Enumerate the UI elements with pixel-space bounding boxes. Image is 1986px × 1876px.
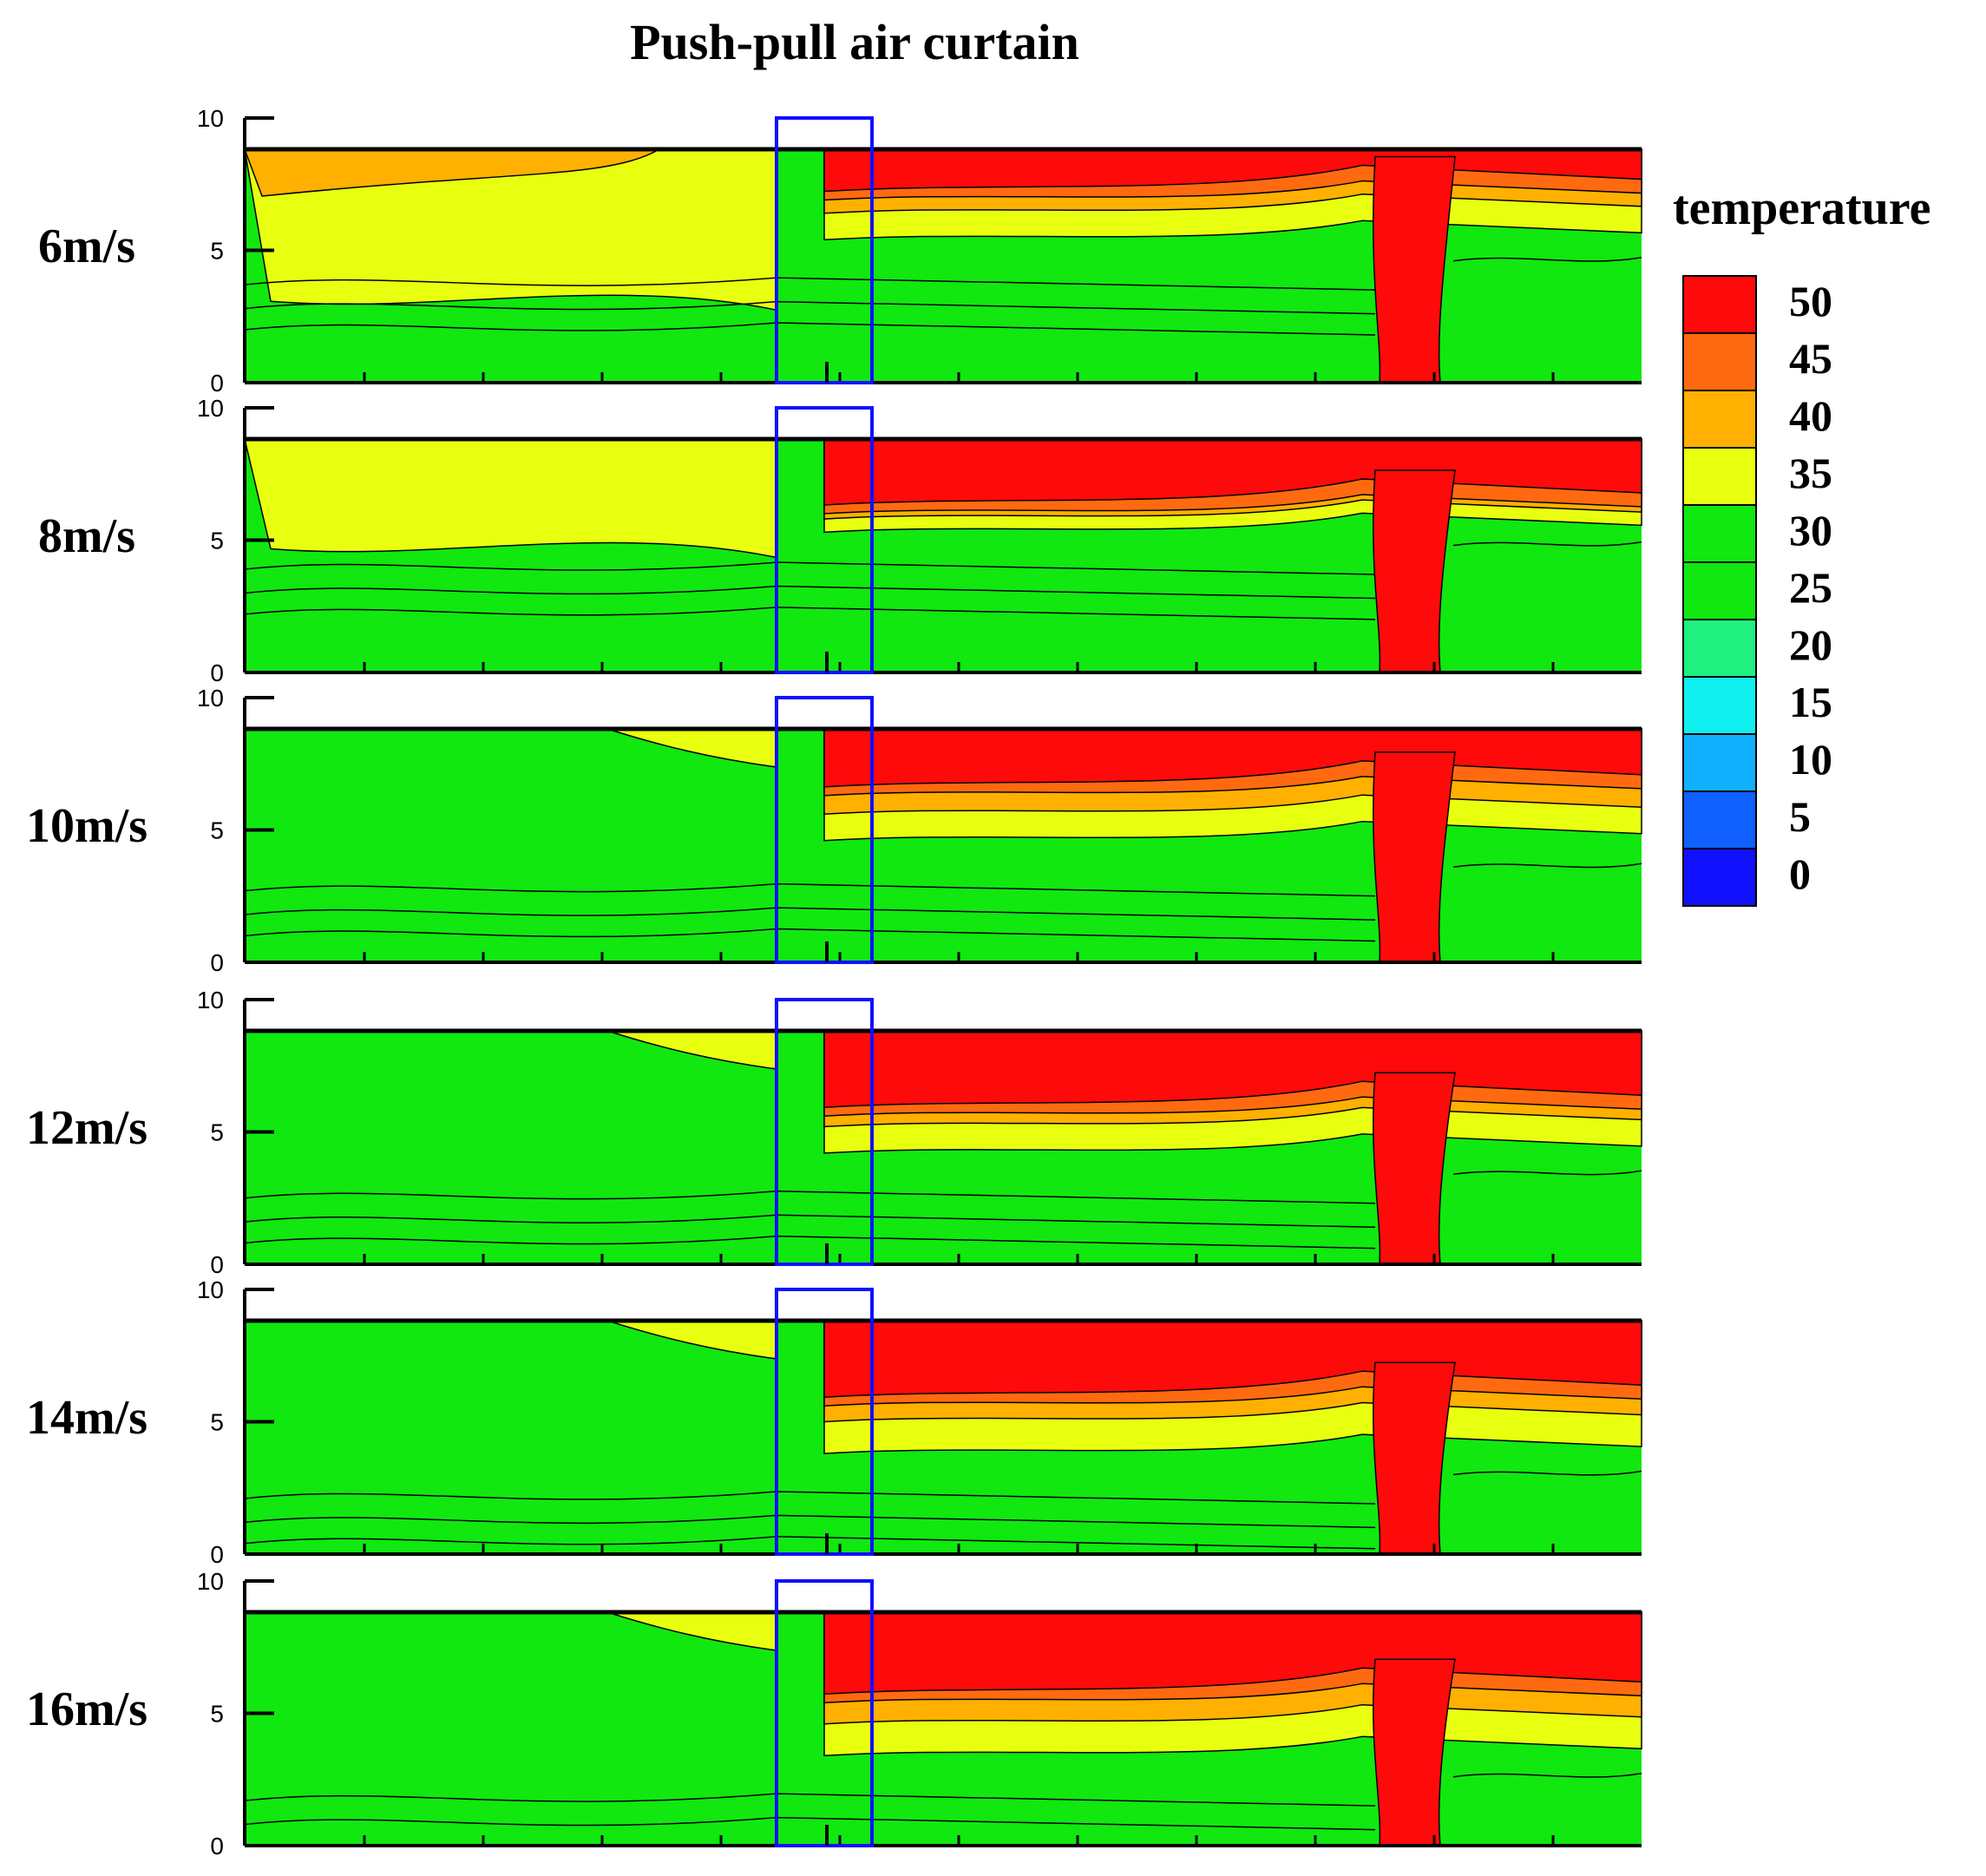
y-tick-label: 5 [210,1701,224,1728]
contour-line [244,277,1376,291]
red-region [823,1030,1642,1108]
left-yellow-patch [606,1320,777,1360]
colorbar-swatch [1682,790,1757,849]
y-tick-label: 0 [210,370,224,397]
panel: 0 5 10 16m/s [26,1568,1642,1860]
colorbar-label: 45 [1789,334,1832,383]
left-yellow-patch [606,1611,777,1651]
curtain-box [775,116,874,384]
speed-label: 16m/s [26,1682,147,1736]
y-tick-label: 0 [210,949,224,976]
contour-line [1452,256,1642,262]
y-tick-label: 10 [197,395,224,422]
contour-line [244,907,1376,921]
y-tick-label: 0 [210,1541,224,1568]
contour-line [244,1214,1376,1228]
panel: 0 5 10 8m/s [38,395,1642,686]
colorbar-swatch [1682,561,1757,620]
y-tick-label: 5 [210,238,224,265]
contour-line [244,1190,1376,1204]
panel: 0 5 10 6m/s [38,105,1642,397]
colorbar-label: 20 [1789,620,1832,669]
colorbar-label: 30 [1789,506,1832,554]
speed-label: 12m/s [26,1101,147,1155]
colorbar-label: 15 [1789,678,1832,726]
speed-label: 14m/s [26,1391,147,1445]
colorbar-swatch [1682,275,1757,334]
y-tick-label: 10 [197,685,224,712]
colorbar-label: 50 [1789,277,1832,325]
y-tick-label: 0 [210,1251,224,1278]
colorbar-label: 25 [1789,563,1832,612]
left-orange-patch [243,148,662,197]
contour-line [244,585,1376,600]
y-tick-label: 10 [197,1276,224,1303]
colorbar-swatch [1682,848,1757,907]
colorbar-swatch [1682,733,1757,792]
panel: 0 5 10 14m/s [26,1276,1642,1568]
contour-line [1452,1772,1642,1778]
colorbar-label: 5 [1789,792,1811,841]
colorbar-swatch [1682,447,1757,506]
y-tick-label: 0 [210,1833,224,1860]
panel: 0 5 10 12m/s [26,987,1642,1278]
colorbar-swatch [1682,504,1757,563]
curtain-box [775,406,874,674]
contour-line [244,300,1376,315]
colorbar-label: 0 [1789,849,1811,898]
y-tick-label: 5 [210,817,224,844]
contour-line [1452,863,1642,869]
red-region [823,438,1642,506]
speed-label: 8m/s [38,509,135,563]
curtain-box [775,1579,874,1847]
y-tick-label: 10 [197,1568,224,1595]
contour-line [1452,1470,1642,1476]
contour-line [244,882,1376,897]
panels: 0 5 10 6m/s 0 5 10 8m/s 0 5 10 10m/s 0 5 10 12m/s 0 5 10 14… [26,105,1642,1860]
y-tick-label: 5 [210,528,224,554]
y-tick-label: 5 [210,1409,224,1436]
colorbar-swatch [1682,390,1757,449]
colorbar-swatch [1682,332,1757,391]
contour-line [244,928,1376,942]
contour-line [1452,1170,1642,1176]
contour-line [244,561,1376,575]
contour-line [244,322,1376,336]
red-region [823,1611,1642,1696]
colorbar-label: 10 [1789,735,1832,784]
speed-label: 10m/s [26,799,147,853]
contour-line [244,1536,1376,1550]
y-tick-label: 10 [197,105,224,132]
contour-line [244,1514,1376,1529]
curtain-box [775,696,874,964]
colorbar-title: temperature [1673,181,1931,235]
contour-line [244,1793,1376,1807]
contour-line [244,1491,1376,1505]
colorbar-label: 40 [1789,391,1832,440]
red-region [823,1320,1642,1398]
left-yellow-patch [606,728,777,768]
contour-line [244,607,1376,620]
panel: 0 5 10 10m/s [26,685,1642,976]
curtain-box [775,1288,874,1556]
y-tick-label: 10 [197,987,224,1013]
colorbar-label: 35 [1789,449,1832,497]
figure-title: Push-pull air curtain [630,14,1079,70]
y-tick-label: 0 [210,659,224,686]
red-region [823,728,1642,788]
contour-line [1452,541,1642,547]
contour-line [244,1235,1376,1250]
curtain-box [775,998,874,1266]
y-tick-label: 5 [210,1119,224,1146]
contour-line [244,1816,1376,1831]
left-yellow-patch [244,438,777,559]
colorbar-swatch [1682,676,1757,735]
speed-label: 6m/s [38,220,135,273]
left-yellow-patch [606,1030,777,1070]
colorbar-swatch [1682,619,1757,678]
